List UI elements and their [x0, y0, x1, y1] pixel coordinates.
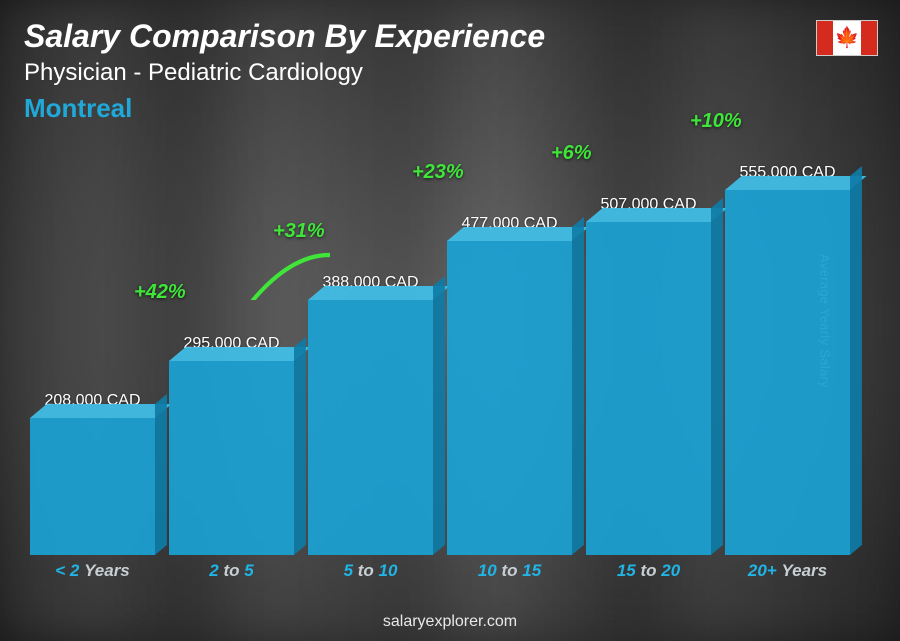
- bar-front-face: [308, 300, 433, 555]
- bar-side-face: [572, 217, 584, 555]
- bar: [586, 222, 711, 555]
- growth-percent-label: +42%: [134, 281, 186, 304]
- flag-left-band: [817, 21, 833, 55]
- bar-column: 555,000 CAD: [725, 164, 850, 555]
- bar: [725, 190, 850, 555]
- x-axis-label: < 2 Years: [30, 561, 155, 581]
- bar: [30, 418, 155, 555]
- bar-top-face: [447, 227, 589, 241]
- canada-flag-icon: 🍁: [816, 20, 878, 56]
- bar-front-face: [586, 222, 711, 555]
- flag-right-band: [861, 21, 877, 55]
- bar-side-face: [155, 394, 167, 555]
- bar-column: 507,000 CAD: [586, 196, 711, 555]
- bar-column: 208,000 CAD: [30, 392, 155, 555]
- page-title: Salary Comparison By Experience: [24, 18, 876, 55]
- footer-credit: salaryexplorer.com: [0, 613, 900, 631]
- x-axis-label: 10 to 15: [447, 561, 572, 581]
- flag-center: 🍁: [833, 21, 861, 55]
- bar-top-face: [586, 208, 728, 222]
- header: Salary Comparison By Experience Physicia…: [24, 18, 876, 124]
- x-axis-label: 15 to 20: [586, 561, 711, 581]
- bar-top-face: [30, 404, 172, 418]
- maple-leaf-icon: 🍁: [835, 28, 860, 48]
- page-subtitle: Physician - Pediatric Cardiology: [24, 59, 876, 87]
- bar: [447, 241, 572, 555]
- salary-bar-chart: 208,000 CAD295,000 CAD388,000 CAD477,000…: [30, 150, 850, 581]
- bar-top-face: [169, 347, 311, 361]
- bar-column: 295,000 CAD: [169, 335, 294, 555]
- bar-side-face: [850, 166, 862, 555]
- x-axis-label: 5 to 10: [308, 561, 433, 581]
- bar-side-face: [711, 198, 723, 555]
- bar-column: 388,000 CAD: [308, 274, 433, 555]
- bar-top-face: [725, 176, 867, 190]
- bar-front-face: [30, 418, 155, 555]
- growth-percent-label: +23%: [412, 161, 464, 184]
- bar-side-face: [433, 276, 445, 555]
- bar-group: 208,000 CAD295,000 CAD388,000 CAD477,000…: [30, 150, 850, 555]
- bar: [308, 300, 433, 555]
- growth-percent-label: +10%: [690, 110, 742, 133]
- growth-percent-label: +31%: [273, 220, 325, 243]
- x-axis-label: 20+ Years: [725, 561, 850, 581]
- bar-top-face: [308, 286, 450, 300]
- bar-side-face: [294, 337, 306, 555]
- x-axis-label: 2 to 5: [169, 561, 294, 581]
- bar: [169, 361, 294, 555]
- bar-front-face: [447, 241, 572, 555]
- location-label: Montreal: [24, 93, 876, 124]
- bar-front-face: [725, 190, 850, 555]
- x-axis-labels: < 2 Years 2 to 5 5 to 10 10 to 15 15 to 20 20…: [30, 561, 850, 581]
- bar-front-face: [169, 361, 294, 555]
- growth-percent-label: +6%: [551, 142, 592, 165]
- bar-column: 477,000 CAD: [447, 215, 572, 555]
